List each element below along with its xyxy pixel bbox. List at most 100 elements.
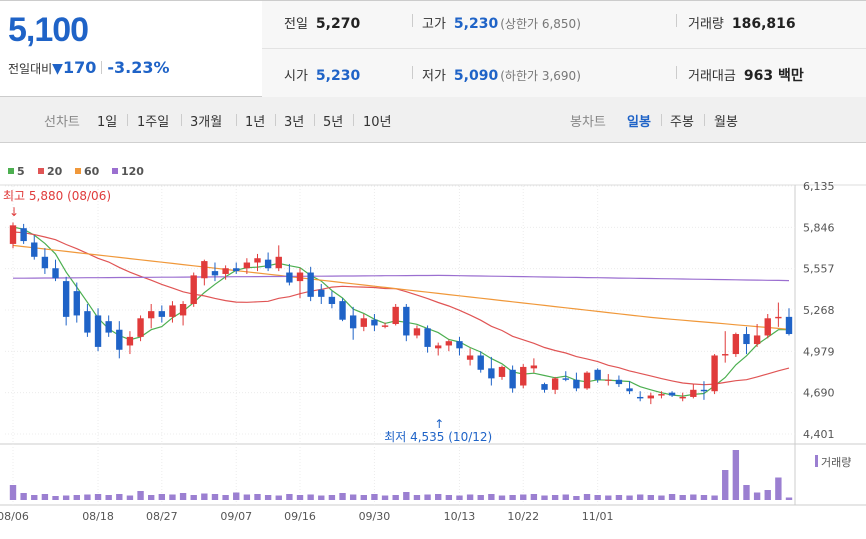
tab-weekly[interactable]: 주봉 (670, 115, 694, 130)
candle-body (424, 328, 431, 347)
volume-bar (349, 494, 357, 500)
candle-body (179, 303, 187, 316)
tab-monthly[interactable]: 월봉 (714, 115, 738, 130)
stat-label: 전일 (284, 17, 308, 32)
arrow-down-icon: ↓ (9, 205, 19, 219)
x-tick-label: 08/27 (146, 510, 178, 523)
volume-bar (711, 495, 718, 500)
volume-bar (615, 495, 623, 500)
candle-body (275, 256, 282, 269)
divider (127, 114, 128, 126)
volume-bar (158, 494, 166, 500)
volume-bar (679, 495, 686, 500)
change-percent: -3.23% (107, 58, 170, 77)
stat-value: 963 백만 (743, 68, 804, 84)
candle-body (41, 256, 49, 269)
quote-stats: 전일 5,270 고가 5,230 (상한가 6,850) 거래량 186,816 시가… (262, 1, 866, 97)
candle-body (753, 335, 761, 345)
x-tick-label: 10/22 (507, 510, 539, 523)
stat-sub: (하한가 3,690) (500, 69, 581, 83)
candle-body (541, 384, 548, 390)
candle-body (498, 366, 506, 377)
stat-amount: 거래대금 963 백만 (688, 65, 804, 85)
candle-body (668, 392, 676, 396)
volume-bar (105, 495, 112, 500)
volume-bar (94, 494, 102, 500)
candle-body (371, 319, 378, 326)
candle-body (700, 389, 708, 392)
candle-body (764, 318, 771, 336)
candle-chart-label: 봉차트 (570, 115, 606, 130)
volume-bar (562, 494, 569, 500)
candle-body (392, 306, 399, 325)
volume-bar (775, 477, 782, 500)
tab-3m[interactable]: 3개월 (190, 115, 223, 130)
volume-bar (530, 494, 538, 500)
tab-1y[interactable]: 1년 (245, 115, 266, 130)
stat-value: 5,230 (315, 68, 361, 84)
volume-bar (41, 494, 49, 500)
volume-bar (690, 494, 697, 500)
candle-body (126, 336, 134, 346)
candle-body (190, 275, 197, 304)
tab-5y[interactable]: 5년 (323, 115, 344, 130)
candle-body (477, 355, 484, 370)
volume-bar (360, 495, 367, 500)
candle-body (551, 378, 559, 390)
volume-bar (73, 495, 80, 500)
divider (181, 114, 182, 126)
stat-volume: 거래량 186,816 (688, 13, 796, 32)
volume-bar (381, 495, 389, 500)
volume-bar (222, 495, 229, 500)
candle-body (349, 315, 357, 329)
legend-label: 5 (17, 165, 25, 178)
candle-body (647, 395, 654, 399)
candle-body (488, 368, 495, 379)
divider (314, 114, 315, 126)
x-tick-label: 09/30 (359, 510, 391, 523)
volume-bar (658, 495, 665, 500)
candle-body (328, 296, 336, 304)
tab-10y[interactable]: 10년 (363, 115, 392, 130)
low-annotation: 최저 4,535 (10/12) (384, 430, 492, 444)
tab-daily[interactable]: 일봉 (627, 115, 651, 130)
volume-bar (573, 496, 580, 500)
stat-open: 시가 5,230 (284, 65, 360, 84)
change-row: 전일대비▼170 -3.23% (8, 58, 170, 77)
candle-body (264, 259, 272, 269)
x-tick-label: 09/16 (284, 510, 316, 523)
candle-body (520, 366, 527, 386)
candle-body (243, 262, 251, 269)
candle-body (722, 354, 729, 356)
volume-bar (413, 495, 421, 500)
volume-bar (137, 491, 144, 500)
stat-value: 186,816 (731, 16, 796, 32)
high-annotation: 최고 5,880 (08/06) (3, 189, 111, 203)
candle-body (615, 379, 623, 385)
stat-label: 시가 (284, 69, 308, 84)
candle-body (732, 334, 740, 355)
volume-bar (275, 495, 282, 500)
tab-3y[interactable]: 3년 (284, 115, 305, 130)
volume-bar (328, 495, 336, 500)
volume-bar (743, 485, 750, 500)
volume-bar (551, 495, 559, 500)
candle-body (530, 365, 538, 369)
candle-body (307, 272, 314, 297)
candle-body (339, 301, 346, 320)
candle-body (466, 355, 474, 360)
candle-body (169, 305, 176, 317)
legend-label: 120 (121, 165, 144, 178)
divider (412, 66, 413, 79)
tab-1d[interactable]: 1일 (97, 115, 118, 130)
stat-label: 저가 (422, 69, 446, 84)
volume-legend-swatch (815, 455, 818, 467)
candle-body (201, 261, 208, 279)
tab-1w[interactable]: 1주일 (137, 115, 170, 130)
volume-bar (785, 497, 793, 500)
volume-bar (116, 494, 123, 500)
volume-bar (477, 495, 484, 500)
candle-body (20, 228, 27, 242)
candle-body (679, 396, 686, 399)
